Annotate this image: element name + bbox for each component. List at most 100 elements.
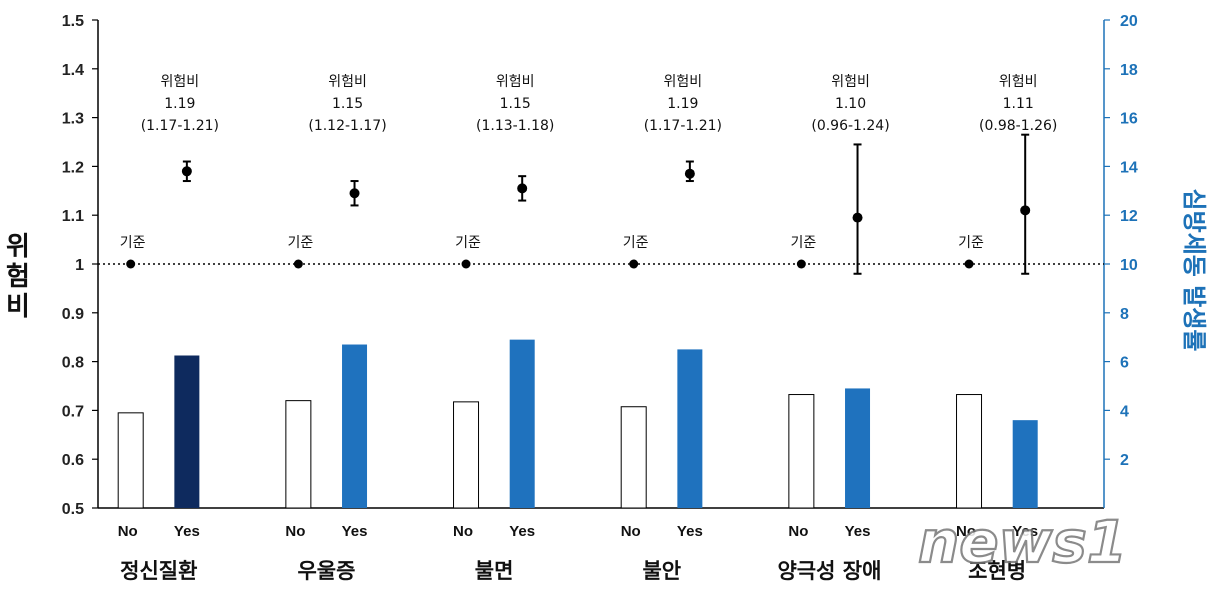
sub-category-no: No [285, 523, 305, 540]
left-tick-label: 0.6 [62, 452, 84, 469]
sub-category-no: No [621, 523, 641, 540]
left-tick-label: 1.5 [62, 13, 84, 30]
bar-no [620, 406, 647, 509]
category-labels: No Yes 정신질환 No Yes 우울증 No Yes 불면 No Yes 불안 No Yes 양극성 … [118, 523, 1038, 583]
hr-label-ci: (1.17-1.21) [141, 118, 219, 134]
right-tick-label: 10 [1120, 257, 1138, 274]
sub-category-yes: Yes [174, 523, 200, 540]
right-tick-label: 2 [1120, 452, 1129, 469]
hr-label-value: 1.19 [164, 96, 195, 112]
sub-category-no: No [118, 523, 138, 540]
left-tick-label: 1.4 [62, 62, 84, 79]
right-tick-label: 12 [1120, 208, 1138, 225]
hr-label-ci: (0.98-1.26) [979, 118, 1057, 134]
bar-yes [509, 339, 535, 508]
hr-label-ci: (1.13-1.18) [476, 118, 554, 134]
reference-label: 기준 [623, 235, 649, 251]
hr-label-title: 위험비 [161, 74, 200, 90]
hr-label-title: 위험비 [328, 74, 367, 90]
bar-yes [1012, 420, 1038, 508]
category-label: 정신질환 [120, 559, 197, 583]
reference-point [796, 259, 806, 269]
hr-label-value: 1.10 [835, 96, 866, 112]
hazard-ratio-point [181, 166, 192, 177]
hr-label-ci: (0.96-1.24) [811, 118, 889, 134]
sub-category-no: No [788, 523, 808, 540]
hazard-ratio-labels: 위험비 1.19 (1.17-1.21) 위험비 1.15 (1.12-1.17) 위험비 1… [141, 74, 1058, 134]
category-label: 조현병 [968, 559, 1026, 583]
hazard-ratio-point [517, 183, 528, 194]
hazard-ratio-points: 기준 기준 기준 기준 기준 기준 [120, 133, 1031, 275]
right-axis: 2 4 6 8 10 12 14 16 18 20 [1103, 13, 1138, 508]
sub-category-yes: Yes [677, 523, 703, 540]
hr-label-title: 위험비 [999, 74, 1038, 90]
left-tick-label: 1.1 [62, 208, 84, 225]
reference-label: 기준 [120, 235, 146, 251]
hr-label-value: 1.15 [332, 96, 363, 112]
hazard-ratio-point [349, 188, 360, 199]
left-axis-title-char: 험 [6, 262, 30, 292]
left-axis-title-char: 위 [6, 232, 30, 262]
sub-category-yes: Yes [845, 523, 871, 540]
hr-label-value: 1.11 [1003, 96, 1034, 112]
bars [117, 339, 1038, 509]
hr-label-ci: (1.17-1.21) [644, 118, 722, 134]
left-tick-label: 0.8 [62, 355, 84, 372]
bar-no [788, 394, 815, 509]
left-axis: 0.5 0.6 0.7 0.8 0.9 1 1.1 1.2 1.3 1.4 1.5 [62, 13, 1104, 518]
right-tick-label: 6 [1120, 355, 1129, 372]
hr-label-title: 위험비 [496, 74, 535, 90]
right-tick-label: 14 [1120, 159, 1138, 176]
watermark-text: news1 [918, 508, 1127, 576]
category-label: 불안 [642, 559, 681, 583]
reference-point [461, 259, 471, 269]
left-tick-label: 1.3 [62, 111, 84, 128]
left-tick-label: 0.7 [62, 403, 84, 420]
sub-category-yes: Yes [509, 523, 535, 540]
right-tick-label: 8 [1120, 306, 1129, 323]
bar-no [956, 394, 983, 509]
watermark-logo: news1 [917, 507, 1128, 577]
reference-label: 기준 [455, 235, 481, 251]
left-tick-label: 1 [75, 257, 84, 274]
category-label: 양극성 장애 [777, 559, 881, 583]
reference-label: 기준 [958, 235, 984, 251]
hr-label-ci: (1.12-1.17) [308, 118, 386, 134]
right-tick-label: 16 [1120, 111, 1138, 128]
category-label: 우울증 [297, 559, 355, 583]
hazard-ratio-point [852, 212, 863, 223]
bar-no [285, 400, 312, 509]
left-axis-title-char: 비 [6, 292, 30, 322]
bar-no [117, 412, 144, 509]
sub-category-yes: Yes [342, 523, 368, 540]
category-label: 불면 [475, 559, 514, 583]
left-tick-label: 1.2 [62, 159, 84, 176]
hr-label-title: 위험비 [831, 74, 870, 90]
right-tick-label: 18 [1120, 62, 1138, 79]
right-axis-title: 심방세동 발생률 [1180, 189, 1208, 352]
reference-label: 기준 [287, 235, 313, 251]
reference-label: 기준 [790, 235, 816, 251]
bar-yes [342, 344, 368, 508]
sub-category-yes: Yes [1012, 523, 1038, 540]
reference-point [293, 259, 303, 269]
sub-category-no: No [453, 523, 473, 540]
reference-point [629, 259, 639, 269]
bar-no [453, 401, 480, 509]
bar-yes [174, 355, 200, 508]
hazard-ratio-point [1020, 205, 1031, 216]
right-tick-label: 20 [1120, 13, 1138, 30]
sub-category-no: No [956, 523, 976, 540]
left-tick-label: 0.9 [62, 306, 84, 323]
reference-point [126, 259, 136, 269]
hazard-ratio-point [684, 168, 695, 179]
hr-label-title: 위험비 [664, 74, 703, 90]
hr-label-value: 1.15 [500, 96, 531, 112]
hr-label-value: 1.19 [667, 96, 698, 112]
bar-yes [845, 388, 871, 508]
bar-yes [677, 349, 703, 508]
left-tick-label: 0.5 [62, 501, 84, 518]
reference-point [964, 259, 974, 269]
